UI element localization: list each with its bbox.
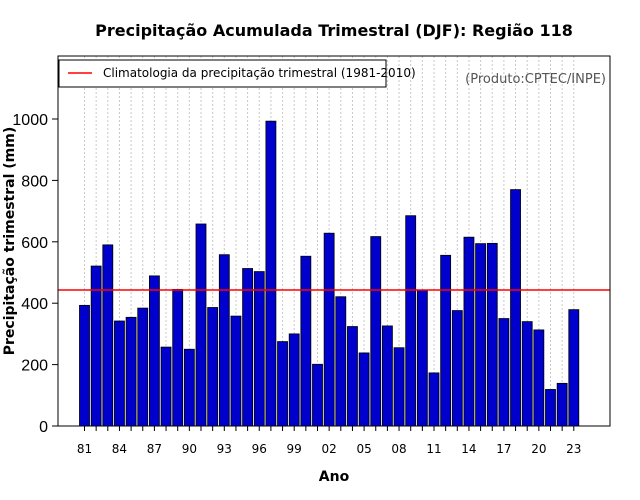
legend-box bbox=[58, 59, 387, 88]
bar-2013 bbox=[451, 310, 463, 427]
bar-2020 bbox=[533, 329, 545, 427]
bar-2015 bbox=[475, 243, 487, 427]
bar-2000 bbox=[300, 255, 312, 427]
chart-title: Precipitação Acumulada Trimestral (DJF):… bbox=[95, 21, 573, 40]
y-tick-label-0: 0 bbox=[39, 419, 48, 436]
bar-2001 bbox=[312, 363, 323, 427]
bar-2018 bbox=[510, 189, 521, 427]
bar-1999 bbox=[288, 333, 300, 427]
bar-2016 bbox=[486, 242, 498, 427]
x-tick-label-17: 17 bbox=[496, 442, 511, 456]
bar-2009 bbox=[405, 215, 417, 427]
bar-1996 bbox=[253, 271, 265, 427]
bar-2017 bbox=[498, 318, 510, 427]
x-tick-label-20: 20 bbox=[531, 442, 546, 456]
bar-1989 bbox=[172, 288, 184, 427]
y-tick-label-1000: 1000 bbox=[12, 112, 48, 129]
x-tick-label-14: 14 bbox=[461, 442, 476, 456]
bar-2012 bbox=[440, 254, 452, 427]
bar-2006 bbox=[370, 236, 382, 427]
bar-1986 bbox=[137, 307, 149, 427]
bar-1991 bbox=[195, 223, 207, 427]
bar-1997 bbox=[265, 120, 277, 427]
bar-1994 bbox=[230, 315, 242, 427]
x-tick-label-93: 93 bbox=[217, 442, 232, 456]
bar-2005 bbox=[358, 352, 370, 427]
x-tick-label-05: 05 bbox=[356, 442, 371, 456]
y-tick-label-400: 400 bbox=[21, 296, 48, 313]
bar-2023 bbox=[568, 309, 580, 427]
bars-layer bbox=[79, 120, 580, 427]
bar-1993 bbox=[218, 254, 230, 427]
x-tick-label-23: 23 bbox=[566, 442, 581, 456]
plot-frame bbox=[57, 55, 611, 427]
bar-1985 bbox=[125, 316, 137, 427]
x-tick-label-90: 90 bbox=[182, 442, 197, 456]
x-tick-label-11: 11 bbox=[426, 442, 441, 456]
x-tick-label-84: 84 bbox=[112, 442, 127, 456]
bar-1992 bbox=[207, 307, 219, 427]
bar-1987 bbox=[148, 275, 160, 427]
x-tick-label-02: 02 bbox=[322, 442, 337, 456]
legend-label: Climatologia da precipitação trimestral … bbox=[103, 66, 416, 80]
bar-1995 bbox=[242, 268, 254, 427]
y-tick-label-800: 800 bbox=[21, 173, 48, 190]
x-tick-label-81: 81 bbox=[77, 442, 92, 456]
bar-1981 bbox=[79, 304, 90, 427]
y-axis: 0 200 400 600 800 1000 bbox=[12, 112, 58, 436]
bar-2011 bbox=[428, 372, 440, 427]
credit-text: (Produto:CPTEC/INPE) bbox=[465, 72, 606, 87]
bar-2002 bbox=[323, 232, 335, 427]
x-axis-title: Ano bbox=[319, 469, 350, 485]
legend: Climatologia da precipitação trimestral … bbox=[58, 59, 416, 88]
y-axis-title: Precipitação trimestral (mm) bbox=[2, 127, 18, 355]
bar-1998 bbox=[277, 341, 288, 427]
bar-2021 bbox=[545, 389, 556, 427]
bar-2022 bbox=[556, 382, 568, 427]
bar-2004 bbox=[347, 326, 358, 427]
y-tick-label-600: 600 bbox=[21, 235, 48, 252]
x-tick-label-87: 87 bbox=[147, 442, 162, 456]
x-tick-label-96: 96 bbox=[252, 442, 267, 456]
bar-1990 bbox=[183, 348, 195, 427]
x-axis: 81 84 87 90 93 96 99 02 05 08 11 14 17 20 23 bbox=[77, 426, 581, 456]
y-tick-label-200: 200 bbox=[21, 358, 48, 375]
bar-2010 bbox=[416, 289, 428, 427]
bar-1983 bbox=[102, 244, 114, 427]
bar-2007 bbox=[381, 325, 393, 427]
bar-2003 bbox=[335, 296, 347, 427]
bar-1984 bbox=[114, 320, 125, 427]
bar-2019 bbox=[521, 321, 533, 427]
x-tick-label-99: 99 bbox=[287, 442, 302, 456]
bar-2008 bbox=[393, 347, 405, 427]
bar-1988 bbox=[160, 346, 172, 427]
x-tick-label-08: 08 bbox=[391, 442, 406, 456]
bar-2014 bbox=[463, 236, 475, 427]
